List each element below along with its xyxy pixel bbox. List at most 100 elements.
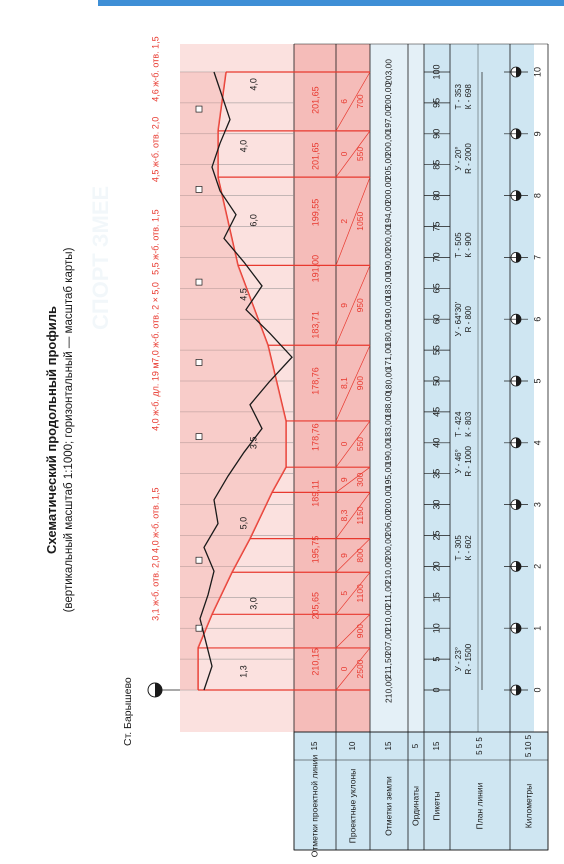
ground-mark: 200,00 [383,225,393,251]
curve-angle: У - 20° [454,146,463,170]
ground-mark: 180,00 [383,320,393,346]
structure-label: 7,0 ж-б. отв. 2 × 5,0 [150,282,160,363]
gradient-length: 800 [355,548,365,562]
ground-mark: 200,00 [383,130,393,156]
design-mark: 183,71 [310,311,320,339]
ground-mark: 207,00 [383,629,393,655]
curve-radius: R - 1500 [464,643,473,674]
row-label: Километры [523,784,533,829]
gradient-length: 550 [355,147,365,161]
design-mark: 210,15 [310,648,320,676]
curve-angle: У - 46° [454,449,463,473]
ground-mark: 171,00 [383,344,393,370]
ground-mark: 200,00 [383,534,393,560]
gradient-diagonal [335,265,371,346]
row-number: 10 [348,741,357,750]
structure-label: 4,6 ж-б. отв. 1,5 [150,36,160,101]
picket-label: 75 [431,221,441,231]
gradient-length: 900 [355,624,365,638]
ground-mark: 205,00 [383,154,393,180]
profile-lines [180,71,370,691]
row-label: Проектные уклоны [347,769,357,844]
station-label: Ст. Барышево [122,677,134,746]
structure-label: 4,5 ж-б. отв. 2,0 [150,117,160,182]
gradient-slope: 0 [339,666,349,671]
gradient-diagonal [335,572,371,615]
cut-fill-value: 4,0 [238,140,248,153]
ground-mark: 200,00 [383,178,393,204]
cut-fill-value: 1,3 [238,665,248,678]
gradient-slope: 0 [339,441,349,446]
picket-label: 25 [431,530,441,540]
profile-band [180,44,294,732]
curve-radius: R - 800 [464,306,473,333]
design-mark: 205,65 [310,592,320,620]
gradient-slope: 0 [339,151,349,156]
design-mark: 195,75 [310,536,320,564]
gradient-slope: 9 [339,477,349,482]
km-label: 9 [532,131,542,136]
curve-radius: К - 698 [464,84,473,110]
km-label: 0 [532,687,542,692]
design-mark: 178,76 [310,367,320,395]
gradient-diagonal [335,176,371,266]
curve-angle: У - 23° [454,647,463,671]
km-label: 5 [532,378,542,383]
design-mark: 178,76 [310,423,320,451]
row-label: Ординаты [410,786,420,826]
ground-mark: 203,00 [383,59,393,85]
design-mark: 201,65 [310,143,320,171]
row-number: 5 [411,743,420,748]
km-label: 8 [532,193,542,198]
picket-label: 5 [431,657,441,662]
labels: 0510152025303540455055606570758085909510… [147,36,542,703]
picket-label: 90 [431,129,441,139]
gradient-length: 300 [355,472,365,486]
row-number: 15 [432,741,441,750]
gradient-slope: 9 [339,553,349,558]
picket-label: 95 [431,98,441,108]
picket-label: 65 [431,283,441,293]
curve-angle: Т - 424 [454,411,463,437]
ground-mark: 195,00 [383,463,393,489]
curve-radius: К - 803 [464,411,473,437]
km-label: 1 [532,626,542,631]
curve-radius: К - 900 [464,232,473,258]
row-labels: Отметки проектной линии 15 Проектные уклон… [309,734,533,857]
culvert-marker [195,105,203,113]
gradient-diagonal [335,492,371,539]
gradient-slope: 5 [339,591,349,596]
ground-line [199,71,293,691]
design-mark: 191,00 [310,255,320,283]
culvert-marker [195,278,203,286]
ground-mark: 211,00 [383,582,393,608]
design-mark: 189,11 [310,480,320,507]
row-number: 15 [310,741,319,750]
cut-fill-value: 3,5 [248,437,258,450]
cut-fill-area [180,72,286,690]
picket-label: 10 [431,623,441,633]
gradient-length: 1100 [355,584,365,603]
ground-band [370,44,424,732]
km-label: 10 [532,67,542,77]
culvert-marker [195,433,203,440]
gradient-diagonal [335,420,371,468]
design-mark: 201,65 [310,86,320,114]
picket-label: 15 [431,592,441,602]
ground-mark: 190,00 [383,439,393,465]
picket-label: 60 [431,314,441,324]
station-circle-fill [155,683,162,697]
gradient-diagonal [335,614,371,649]
picket-label: 35 [431,469,441,479]
curve-angle: У - 64°30' [454,301,463,336]
page-title: Схематический продольный профиль [44,306,59,554]
gradient-diagonal [335,647,371,691]
km-label: 7 [532,255,542,260]
gradient-slope: 6 [339,99,349,104]
ground-mark: 206,00 [383,510,393,536]
picket-label: 20 [431,561,441,571]
row-number: 5 5 5 [475,737,484,755]
picket-label: 45 [431,407,441,417]
